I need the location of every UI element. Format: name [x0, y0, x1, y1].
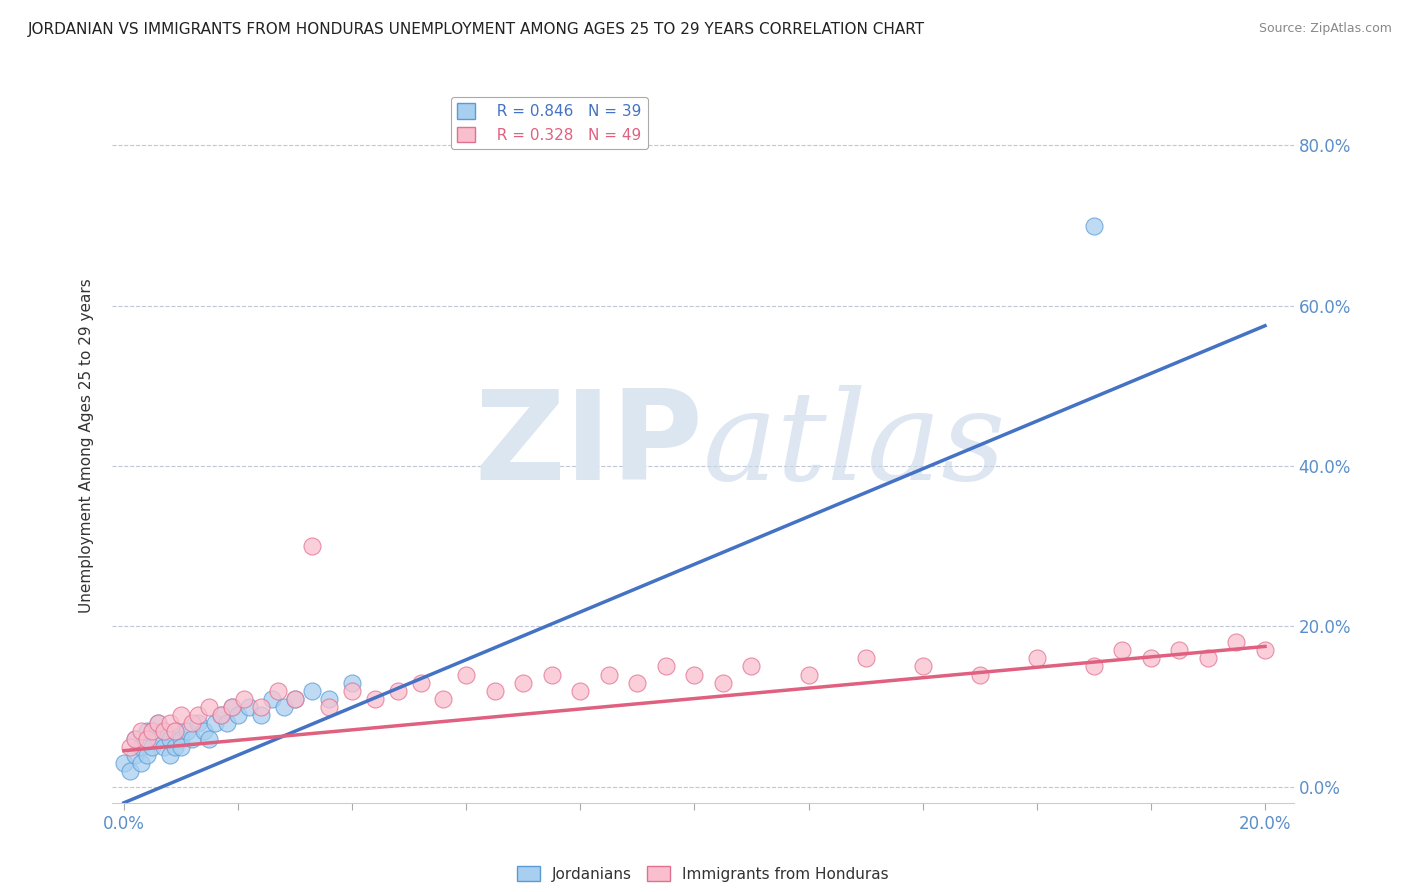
- Point: [484, 683, 506, 698]
- Point: [112, 756, 135, 770]
- Point: [153, 723, 176, 738]
- Point: [118, 739, 141, 754]
- Point: [1225, 635, 1247, 649]
- Point: [135, 731, 157, 746]
- Point: [364, 691, 387, 706]
- Point: [301, 683, 323, 698]
- Point: [598, 667, 620, 681]
- Point: [318, 691, 340, 706]
- Point: [340, 683, 363, 698]
- Point: [165, 739, 187, 754]
- Point: [141, 723, 163, 738]
- Point: [855, 651, 877, 665]
- Point: [221, 699, 243, 714]
- Point: [232, 691, 254, 706]
- Point: [146, 715, 169, 730]
- Point: [1168, 643, 1191, 657]
- Point: [456, 667, 478, 681]
- Text: ZIP: ZIP: [474, 385, 703, 507]
- Point: [284, 691, 307, 706]
- Point: [124, 731, 146, 746]
- Point: [569, 683, 592, 698]
- Point: [209, 707, 232, 722]
- Point: [129, 723, 152, 738]
- Point: [198, 731, 221, 746]
- Point: [141, 739, 163, 754]
- Point: [1083, 219, 1105, 233]
- Point: [301, 539, 323, 553]
- Point: [1197, 651, 1219, 665]
- Point: [118, 764, 141, 778]
- Point: [969, 667, 991, 681]
- Point: [135, 723, 157, 738]
- Point: [711, 675, 734, 690]
- Point: [340, 675, 363, 690]
- Point: [165, 723, 187, 738]
- Point: [181, 715, 204, 730]
- Point: [226, 707, 249, 722]
- Point: [1254, 643, 1277, 657]
- Point: [129, 739, 152, 754]
- Point: [159, 731, 181, 746]
- Point: [512, 675, 534, 690]
- Point: [267, 683, 290, 698]
- Point: [124, 747, 146, 762]
- Point: [1025, 651, 1047, 665]
- Point: [124, 731, 146, 746]
- Point: [146, 731, 169, 746]
- Point: [129, 756, 152, 770]
- Point: [409, 675, 432, 690]
- Point: [262, 691, 284, 706]
- Point: [318, 699, 340, 714]
- Point: [159, 747, 181, 762]
- Point: [238, 699, 260, 714]
- Y-axis label: Unemployment Among Ages 25 to 29 years: Unemployment Among Ages 25 to 29 years: [79, 278, 94, 614]
- Point: [153, 723, 176, 738]
- Point: [387, 683, 409, 698]
- Point: [1111, 643, 1133, 657]
- Point: [209, 707, 232, 722]
- Point: [250, 699, 273, 714]
- Point: [797, 667, 820, 681]
- Point: [1140, 651, 1163, 665]
- Point: [540, 667, 562, 681]
- Point: [198, 699, 221, 714]
- Point: [221, 699, 243, 714]
- Point: [187, 715, 209, 730]
- Point: [250, 707, 273, 722]
- Point: [193, 723, 215, 738]
- Point: [911, 659, 934, 673]
- Point: [176, 723, 198, 738]
- Point: [170, 707, 193, 722]
- Point: [187, 707, 209, 722]
- Point: [655, 659, 678, 673]
- Point: [170, 731, 193, 746]
- Point: [159, 715, 181, 730]
- Point: [165, 723, 187, 738]
- Point: [284, 691, 307, 706]
- Point: [181, 731, 204, 746]
- Point: [683, 667, 706, 681]
- Point: [432, 691, 454, 706]
- Legend: Jordanians, Immigrants from Honduras: Jordanians, Immigrants from Honduras: [510, 860, 896, 888]
- Text: Source: ZipAtlas.com: Source: ZipAtlas.com: [1258, 22, 1392, 36]
- Point: [141, 723, 163, 738]
- Point: [146, 715, 169, 730]
- Point: [215, 715, 238, 730]
- Text: JORDANIAN VS IMMIGRANTS FROM HONDURAS UNEMPLOYMENT AMONG AGES 25 TO 29 YEARS COR: JORDANIAN VS IMMIGRANTS FROM HONDURAS UN…: [28, 22, 925, 37]
- Point: [135, 747, 157, 762]
- Point: [626, 675, 648, 690]
- Point: [740, 659, 762, 673]
- Point: [170, 739, 193, 754]
- Point: [273, 699, 295, 714]
- Point: [1083, 659, 1105, 673]
- Point: [153, 739, 176, 754]
- Text: atlas: atlas: [703, 385, 1007, 507]
- Point: [204, 715, 226, 730]
